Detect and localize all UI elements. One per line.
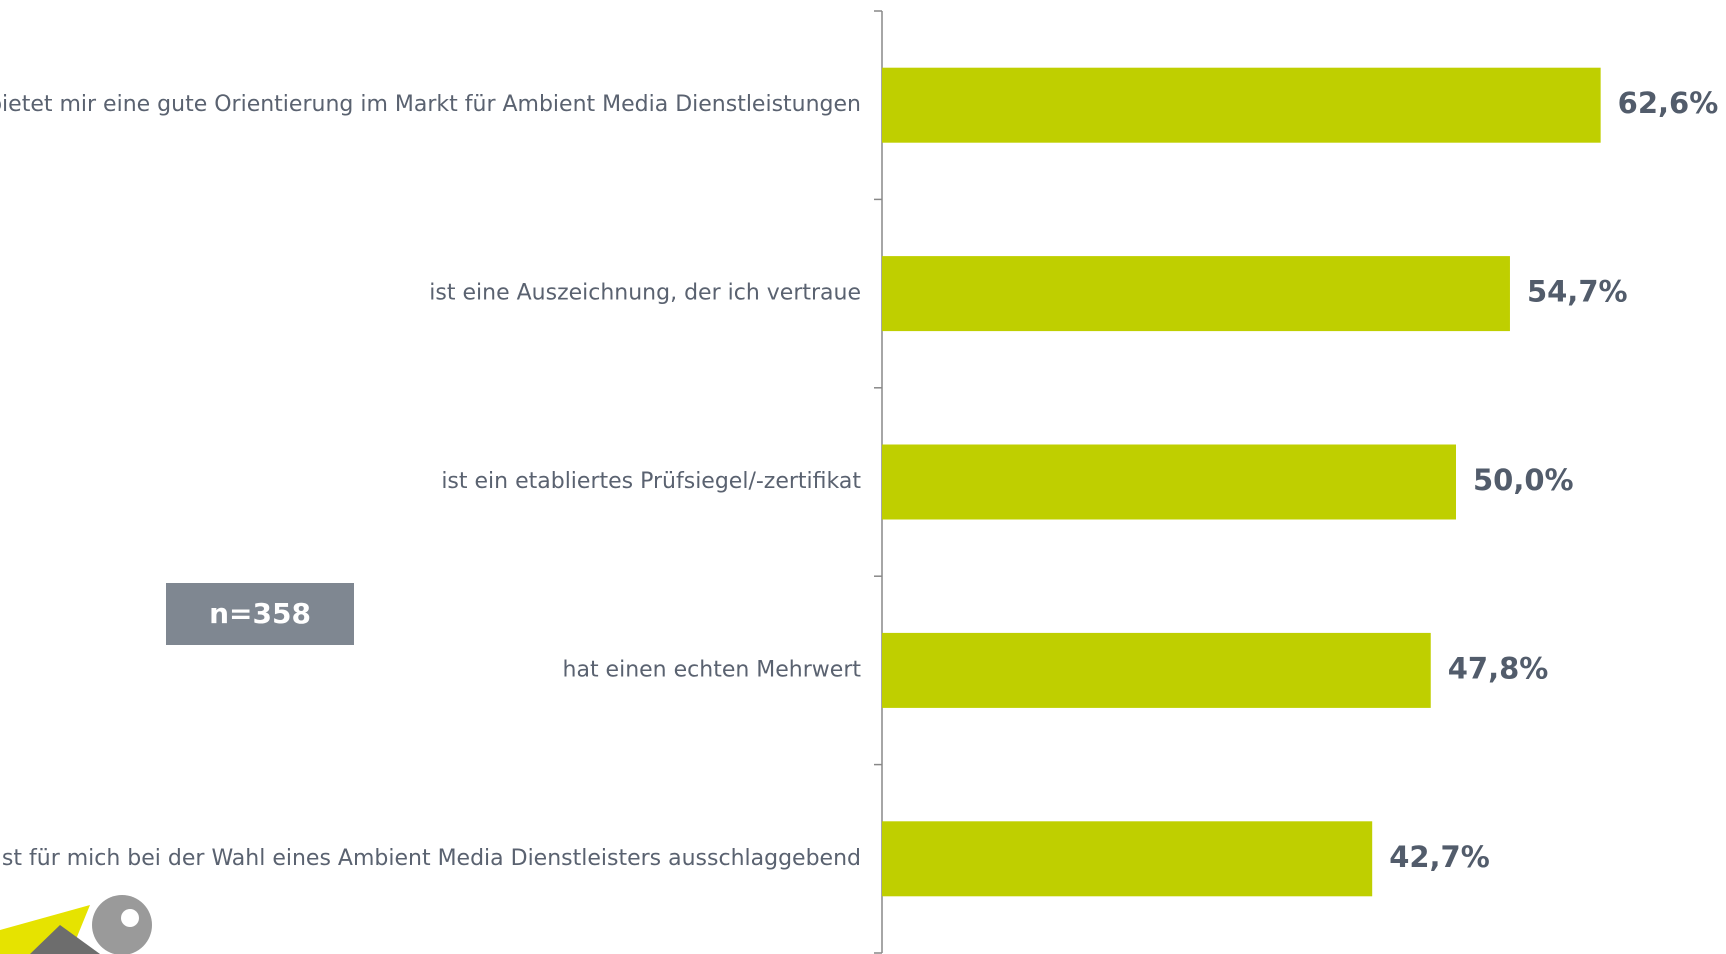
- category-label: hat einen echten Mehrwert: [563, 657, 862, 682]
- category-label: ist für mich bei der Wahl eines Ambient …: [0, 846, 861, 871]
- mascot-body: [30, 925, 100, 954]
- value-label: 50,0%: [1473, 463, 1574, 497]
- bar: [882, 632, 1431, 708]
- mascot-head: [92, 895, 152, 954]
- value-label: 54,7%: [1527, 275, 1628, 309]
- value-label: 42,7%: [1389, 840, 1490, 874]
- value-label: 62,6%: [1618, 86, 1719, 120]
- bar: [882, 67, 1601, 143]
- sample-size: n=358: [209, 597, 311, 630]
- sample-box: [166, 583, 354, 645]
- mascot-eye: [121, 909, 139, 927]
- value-label: 47,8%: [1448, 651, 1549, 685]
- category-label: ist eine Auszeichnung, der ich vertraue: [429, 281, 861, 306]
- bar: [882, 444, 1456, 520]
- bar: [882, 821, 1373, 897]
- mascot: [0, 895, 152, 954]
- bar: [882, 256, 1510, 332]
- category-label: bietet mir eine gute Orientierung im Mar…: [0, 92, 861, 117]
- category-label: ist ein etabliertes Prüfsiegel/-zertifik…: [441, 469, 861, 494]
